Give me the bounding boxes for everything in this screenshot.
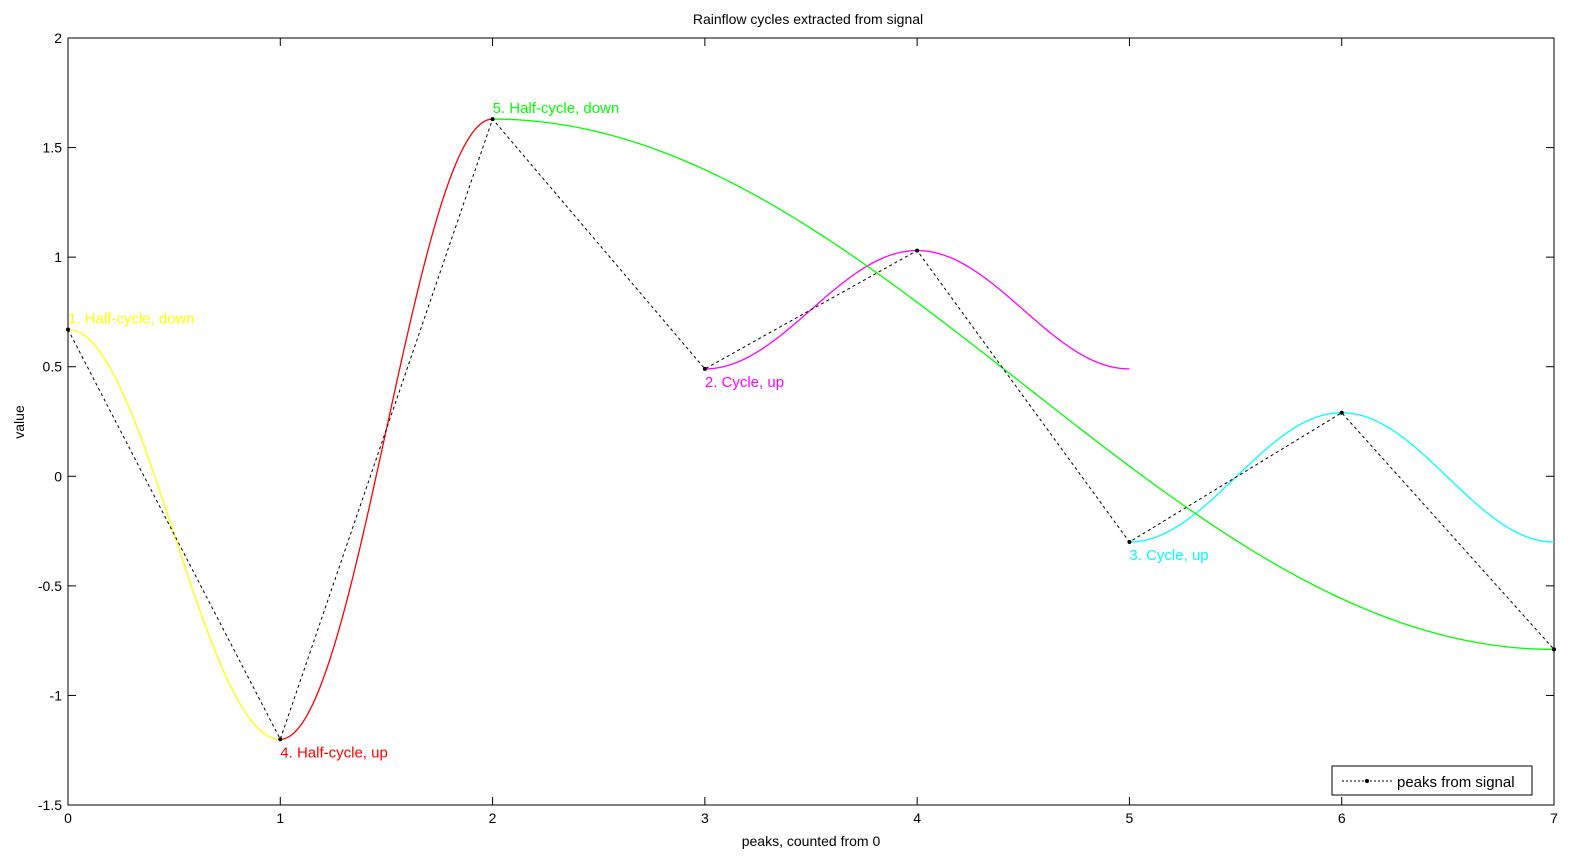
- x-tick-label: 4: [913, 810, 921, 826]
- y-tick-label: -0.5: [38, 578, 62, 594]
- cycle-curve-4: [280, 118, 493, 740]
- x-axis-label: peaks, counted from 0: [742, 833, 881, 849]
- y-axis-label: value: [11, 405, 27, 439]
- legend-marker-sample: [1365, 779, 1369, 783]
- chart-title: Rainflow cycles extracted from signal: [693, 11, 923, 27]
- y-tick-label: -1: [50, 687, 63, 703]
- peak-point: [1552, 647, 1556, 652]
- cycle-label-5: 5. Half-cycle, down: [493, 100, 620, 117]
- peak-point: [278, 737, 283, 742]
- y-tick-label: 1.5: [43, 140, 63, 156]
- legend-label: peaks from signal: [1397, 774, 1515, 791]
- x-tick-label: 6: [1338, 810, 1346, 826]
- peak-point: [1339, 410, 1344, 415]
- legend: peaks from signal: [1331, 765, 1533, 796]
- peak-point: [66, 327, 70, 332]
- y-tick-label: 1: [54, 249, 62, 265]
- peak-point: [1127, 540, 1132, 545]
- axis-ticks: 0 1 2 3 4 5 6 7 -1.5 -1 -0.5 0 0.5 1 1.5 2: [38, 30, 1558, 826]
- peak-point: [702, 366, 707, 371]
- peak-point: [915, 248, 920, 253]
- x-tick-label: 5: [1126, 810, 1134, 826]
- y-tick-label: 0.5: [43, 359, 63, 375]
- x-tick-label: 0: [64, 810, 72, 826]
- cycle-label-4: 4. Half-cycle, up: [280, 744, 388, 761]
- cycle-annotations: 1. Half-cycle, down 2. Cycle, up 3. Cycle,…: [68, 100, 1209, 761]
- cycle-label-2: 2. Cycle, up: [705, 374, 784, 391]
- cycle-curve-5: [492, 118, 1555, 651]
- peaks-series: [66, 117, 1556, 742]
- plot-area: [67, 37, 1555, 806]
- x-tick-label: 1: [276, 810, 284, 826]
- peaks-line: [67, 118, 1555, 741]
- x-tick-label: 2: [489, 810, 497, 826]
- y-tick-label: 0: [54, 468, 62, 484]
- y-tick-label: 2: [54, 30, 62, 46]
- peak-point: [490, 117, 495, 122]
- cycle-label-3: 3. Cycle, up: [1129, 547, 1208, 564]
- x-tick-label: 7: [1550, 810, 1558, 826]
- y-tick-label: -1.5: [38, 797, 62, 813]
- x-tick-label: 3: [701, 810, 709, 826]
- cycle-label-1: 1. Half-cycle, down: [68, 310, 195, 327]
